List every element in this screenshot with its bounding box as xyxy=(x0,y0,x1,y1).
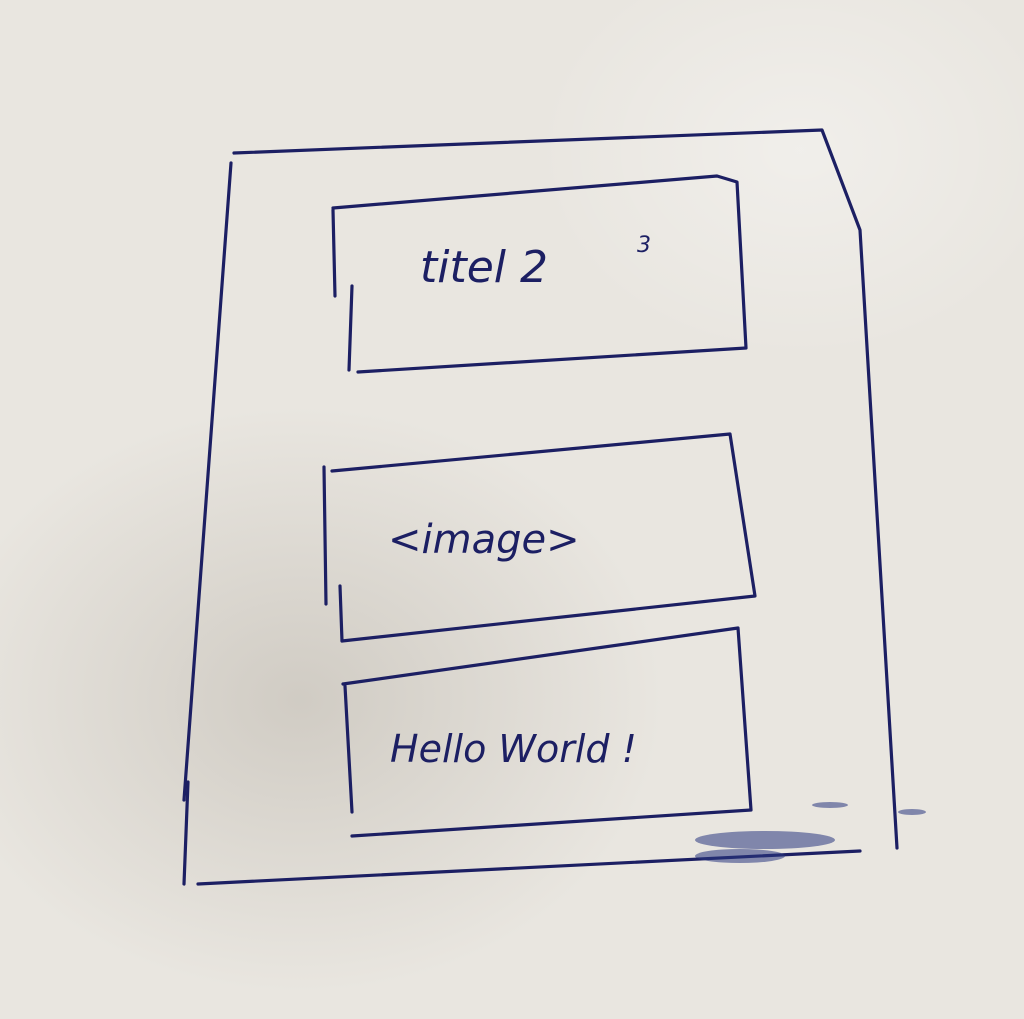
hello-world-text: Hello World ! xyxy=(390,727,637,771)
title-superscript: 3 xyxy=(637,233,651,258)
image-placeholder-text: <image> xyxy=(388,517,580,563)
ink-smudge xyxy=(695,802,926,863)
title-text: titel 2 xyxy=(420,242,548,293)
image-box xyxy=(322,432,757,643)
title-box xyxy=(331,174,748,374)
outer-frame xyxy=(182,128,899,886)
hello-box xyxy=(341,626,753,838)
